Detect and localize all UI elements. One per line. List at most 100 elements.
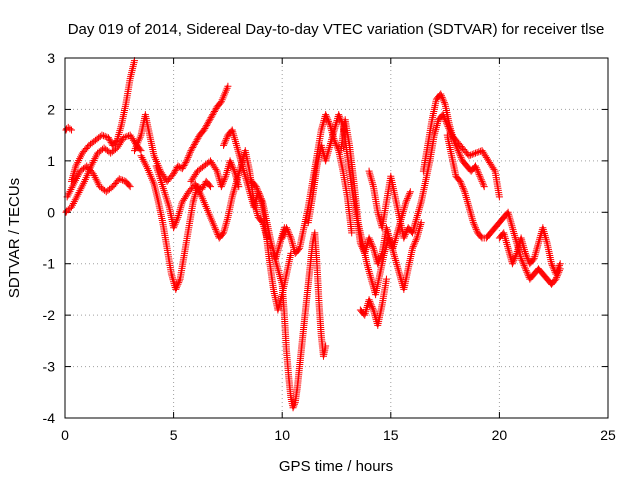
data-point: [456, 150, 464, 158]
data-point: [400, 234, 408, 242]
data-point: [193, 136, 201, 144]
data-point: [170, 222, 178, 230]
x-tick-label: 10: [274, 427, 290, 443]
y-tick-label: 0: [47, 204, 55, 220]
data-point: [181, 160, 189, 168]
data-point: [555, 263, 563, 271]
data-point: [452, 141, 460, 149]
data-point: [470, 220, 478, 228]
data-point: [521, 265, 529, 273]
data-point: [477, 176, 485, 184]
data-point: [524, 255, 532, 263]
data-point: [365, 234, 373, 242]
data-point: [523, 253, 531, 261]
data-point: [322, 112, 330, 120]
data-point: [325, 119, 333, 127]
data-point: [184, 153, 192, 161]
data-point: [322, 342, 330, 350]
x-tick-label: 20: [492, 427, 508, 443]
data-point: [323, 114, 331, 122]
data-point: [468, 150, 476, 158]
data-point: [440, 97, 448, 105]
data-point: [522, 267, 530, 275]
y-tick-labels: -4 -3 -2 -1 0 1 2 3: [43, 50, 56, 426]
data-point: [472, 225, 480, 233]
data-point: [172, 217, 180, 225]
data-point: [212, 165, 220, 173]
data-point: [453, 143, 461, 151]
data-point: [188, 145, 196, 153]
data-point: [286, 232, 294, 240]
data-point: [553, 268, 561, 276]
plot-frame: [64, 57, 609, 419]
data-point: [220, 140, 228, 148]
data-point: [517, 255, 525, 263]
data-point: [204, 118, 212, 126]
data-point: [183, 157, 191, 165]
data-point: [183, 155, 191, 163]
data-point: [136, 145, 144, 153]
data-point: [401, 232, 409, 240]
data-point: [479, 179, 487, 187]
data-point: [548, 260, 556, 268]
data-point: [202, 123, 210, 131]
data-point: [471, 222, 479, 230]
data-point: [172, 219, 180, 227]
data-point: [223, 133, 231, 141]
data-point: [460, 186, 468, 194]
data-point: [200, 126, 208, 134]
data-point: [222, 136, 230, 144]
data-point: [230, 165, 238, 173]
data-point: [178, 165, 186, 173]
data-point: [186, 148, 194, 156]
data-point: [457, 179, 465, 187]
data-point: [175, 277, 183, 285]
data-point: [322, 111, 330, 119]
data-point: [437, 92, 445, 100]
data-point: [479, 181, 487, 189]
data-point: [521, 249, 529, 257]
data-point: [520, 261, 528, 269]
data-point: [508, 260, 516, 268]
data-point: [191, 139, 199, 147]
data-point: [475, 171, 483, 179]
data-point: [369, 243, 377, 251]
data-point: [456, 152, 464, 160]
data-point: [186, 150, 194, 158]
data-point: [120, 134, 128, 142]
data-point: [190, 140, 198, 148]
data-point: [412, 236, 420, 244]
data-point: [211, 106, 219, 114]
data-point: [255, 189, 263, 197]
data-point: [217, 183, 225, 191]
data-point: [229, 164, 237, 172]
data-point: [170, 168, 178, 176]
data-point: [450, 136, 458, 144]
data-point: [473, 227, 481, 235]
data-point: [291, 400, 299, 408]
data-point: [205, 181, 213, 189]
data-point: [174, 162, 182, 170]
data-point: [290, 402, 298, 410]
grid: [65, 58, 608, 418]
data-point: [220, 176, 228, 184]
y-tick-label: -4: [43, 410, 56, 426]
y-tick-label: -2: [43, 307, 56, 323]
data-point: [179, 163, 187, 171]
data-point: [180, 161, 188, 169]
x-tick-label: 25: [600, 427, 616, 443]
data-point: [555, 261, 563, 269]
data-point: [457, 153, 465, 161]
data-point: [325, 117, 333, 125]
data-point: [101, 132, 109, 140]
data-point: [402, 198, 410, 206]
data-point: [366, 236, 374, 244]
data-point: [409, 243, 417, 251]
data-point: [519, 260, 527, 268]
data-point: [437, 90, 445, 98]
data-point: [472, 162, 480, 170]
data-point: [473, 165, 481, 173]
data-point: [210, 107, 218, 115]
data-point: [455, 176, 463, 184]
data-point: [478, 177, 486, 185]
